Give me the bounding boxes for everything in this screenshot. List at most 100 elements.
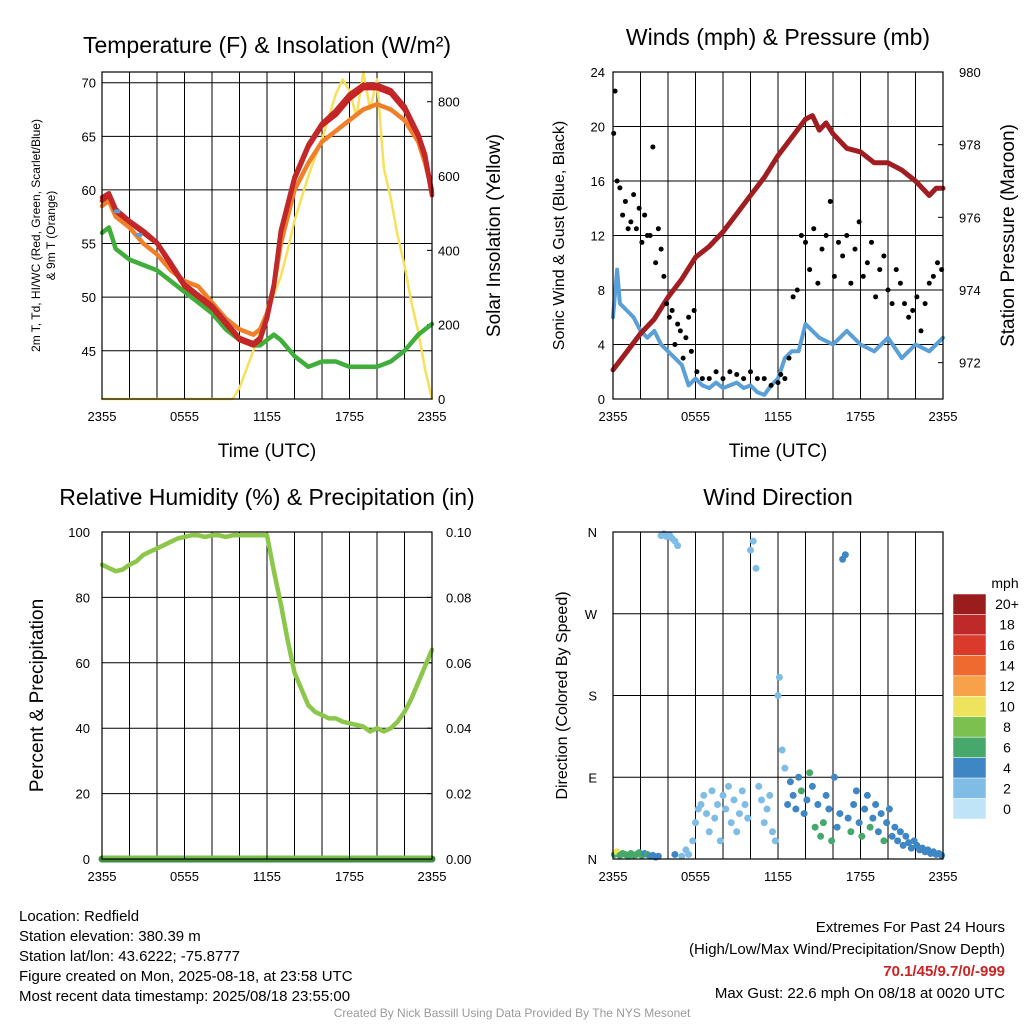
- recent-timestamp: Most recent data timestamp: 2025/08/18 2…: [19, 988, 351, 1005]
- x-tick-label: 1155: [253, 409, 281, 424]
- direction-point: [778, 746, 786, 754]
- gust-point: [910, 307, 916, 313]
- gust-point: [611, 130, 617, 136]
- colorbar-label: 6: [1003, 739, 1011, 755]
- gust-point: [794, 287, 800, 293]
- y-axis-label-line1: 2m T, Td, HI/WC (Red, Green, Scarlet/Blu…: [29, 119, 43, 352]
- x-tick-label: 2355: [418, 869, 447, 884]
- direction-point: [763, 805, 771, 813]
- x-tick-label: 2355: [599, 409, 628, 424]
- direction-point: [722, 805, 730, 813]
- gust-point: [754, 376, 760, 382]
- x-tick-label: 2355: [929, 409, 958, 424]
- direction-point: [880, 837, 888, 845]
- x-tick-label: 2355: [418, 409, 447, 424]
- direction-point: [825, 805, 833, 813]
- y-tick-label: N: [588, 525, 597, 540]
- gust-point: [848, 280, 854, 286]
- direction-point: [855, 819, 863, 827]
- direction-point: [771, 837, 779, 845]
- y-tick-label: 100: [68, 525, 90, 540]
- gust-point: [807, 267, 813, 273]
- gust-point: [677, 328, 683, 334]
- direction-point: [907, 844, 915, 852]
- gust-point: [790, 294, 796, 300]
- gust-point: [669, 307, 675, 313]
- gust-point: [819, 246, 825, 252]
- gust-point: [675, 321, 681, 327]
- y-axis-label-line2: & 9m T (Orange): [44, 191, 58, 281]
- x-tick-label: 0555: [681, 869, 710, 884]
- station-elevation: Station elevation: 380.39 m: [19, 928, 201, 945]
- y-tick-label: 80: [76, 590, 90, 605]
- direction-point: [828, 837, 836, 845]
- direction-point: [716, 837, 724, 845]
- gust-point: [860, 273, 866, 279]
- gust-point: [935, 260, 940, 266]
- gust-point: [811, 226, 817, 232]
- y-axis-label: Sonic Wind & Gust (Blue, Black): [551, 121, 568, 350]
- gust-point: [628, 219, 634, 225]
- gust-point: [885, 287, 891, 293]
- gust-point: [622, 198, 628, 204]
- direction-point: [891, 823, 899, 831]
- colorbar-swatch: [952, 798, 987, 820]
- direction-point: [786, 778, 794, 786]
- gust-point: [636, 205, 642, 211]
- direction-point: [899, 841, 907, 849]
- direction-point: [822, 791, 830, 799]
- y-tick-label: 4: [598, 338, 605, 353]
- direction-point: [795, 773, 803, 781]
- x-tick-label: 1755: [335, 409, 364, 424]
- colorbar-label: 4: [1003, 760, 1011, 776]
- x-tick-label: 1755: [335, 869, 364, 884]
- y2-tick-label: 980: [959, 65, 981, 80]
- gust-point: [778, 371, 784, 377]
- gust-point: [713, 369, 719, 375]
- direction-point: [896, 828, 904, 836]
- gust-point: [699, 376, 705, 382]
- colorbar-swatch: [952, 593, 987, 615]
- direction-point: [700, 791, 708, 799]
- gust-point: [672, 342, 678, 347]
- colorbar-swatch: [952, 634, 987, 656]
- direction-point: [697, 801, 705, 808]
- gust-point: [706, 376, 712, 382]
- y-tick-label: 24: [591, 65, 605, 80]
- gust-point: [782, 376, 788, 382]
- x-axis-label: Time (UTC): [729, 441, 828, 462]
- y-tick-label: E: [588, 770, 597, 785]
- direction-point: [874, 828, 882, 836]
- direction-point: [692, 819, 699, 827]
- direction-point: [836, 810, 844, 818]
- direction-point: [784, 801, 792, 808]
- x-tick-label: 0555: [170, 869, 199, 884]
- direction-point: [841, 551, 849, 559]
- panel-title-temperature: Temperature (F) & Insolation (W/m²): [83, 32, 451, 58]
- y-tick-label: 8: [598, 283, 605, 298]
- gust-point: [633, 226, 639, 232]
- direction-point: [775, 673, 783, 681]
- direction-point: [769, 828, 776, 836]
- gust-point: [926, 280, 932, 286]
- station-latlon: Station lat/lon: 43.6222; -75.8777: [19, 948, 241, 965]
- direction-point: [725, 782, 732, 790]
- y-tick-label: 40: [76, 721, 90, 736]
- y2-tick-label: 0.00: [446, 852, 471, 867]
- gust-point: [902, 301, 907, 307]
- y2-axis-label: Solar Insolation (Yellow): [484, 134, 505, 337]
- gust-point: [844, 233, 850, 238]
- direction-point: [705, 828, 713, 836]
- direction-point: [877, 810, 885, 818]
- y2-tick-label: 976: [959, 210, 981, 225]
- y-tick-label: S: [588, 689, 597, 704]
- gust-point: [922, 301, 928, 307]
- gust-point: [918, 328, 924, 334]
- y-axis-label: Percent & Precipitation: [27, 599, 48, 792]
- y-tick-label: 65: [82, 129, 96, 144]
- y2-tick-label: 0.10: [446, 525, 471, 540]
- colorbar-swatch: [952, 655, 987, 677]
- footer-credit: Created By Nick Bassill Using Data Provi…: [333, 1006, 691, 1020]
- y-tick-label: 16: [591, 174, 605, 189]
